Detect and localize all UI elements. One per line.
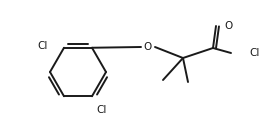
Text: Cl: Cl (249, 48, 259, 58)
Text: Cl: Cl (96, 105, 106, 115)
Text: O: O (144, 42, 152, 52)
Text: O: O (224, 21, 232, 31)
Text: Cl: Cl (38, 41, 48, 51)
